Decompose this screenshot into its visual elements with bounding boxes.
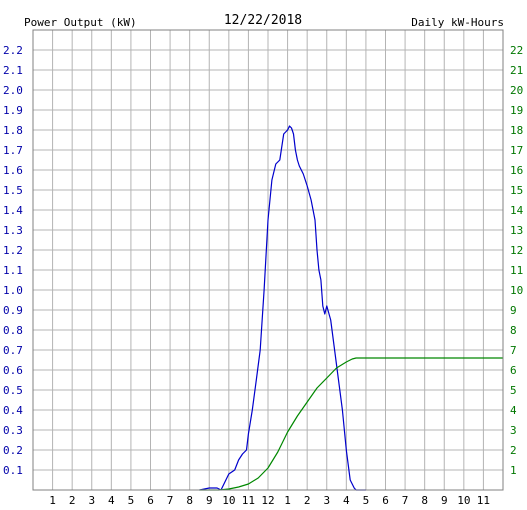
left-tick-label: 2.0 [3, 84, 23, 97]
right-tick-label: 20 [510, 84, 523, 97]
x-tick-label: 2 [304, 494, 311, 507]
x-tick-label: 2 [69, 494, 76, 507]
right-tick-label: 17 [510, 144, 523, 157]
left-tick-label: 1.4 [3, 204, 23, 217]
left-tick-label: 1.2 [3, 244, 23, 257]
x-tick-label: 12 [261, 494, 274, 507]
right-tick-label: 11 [510, 264, 523, 277]
x-tick-label: 10 [457, 494, 470, 507]
left-tick-label: 0.9 [3, 304, 23, 317]
left-tick-label: 1.5 [3, 184, 23, 197]
right-tick-label: 21 [510, 64, 523, 77]
x-tick-label: 6 [382, 494, 389, 507]
x-tick-label: 9 [206, 494, 213, 507]
right-tick-label: 18 [510, 124, 523, 137]
right-tick-label: 16 [510, 164, 523, 177]
right-tick-label: 19 [510, 104, 523, 117]
right-tick-label: 2 [510, 444, 517, 457]
x-axis-ticks: 1 2 3 4 5 6 7 8 9 10 11 12 1 2 3 4 5 6 7 8 9 10 11 [49, 494, 490, 507]
right-tick-label: 12 [510, 244, 523, 257]
x-tick-label: 9 [441, 494, 448, 507]
chart-title: 12/22/2018 [224, 13, 302, 28]
right-tick-label: 1 [510, 464, 517, 477]
power-output-line [199, 125, 366, 491]
right-axis-label: Daily kW-Hours [411, 16, 504, 29]
daily-kwh-line [199, 357, 503, 491]
left-tick-label: 1.0 [3, 284, 23, 297]
right-tick-label: 22 [510, 44, 523, 57]
right-tick-label: 3 [510, 424, 517, 437]
left-tick-label: 0.8 [3, 324, 23, 337]
right-tick-label: 15 [510, 184, 523, 197]
x-tick-label: 4 [108, 494, 115, 507]
right-tick-label: 9 [510, 304, 517, 317]
left-tick-label: 2.1 [3, 64, 23, 77]
plot-frame [32, 29, 504, 491]
right-tick-label: 8 [510, 324, 517, 337]
series-lines [199, 125, 503, 491]
x-tick-label: 6 [147, 494, 154, 507]
x-tick-label: 5 [128, 494, 135, 507]
right-tick-label: 14 [510, 204, 524, 217]
left-tick-label: 1.7 [3, 144, 23, 157]
x-tick-label: 8 [421, 494, 428, 507]
left-tick-label: 0.3 [3, 424, 23, 437]
x-tick-label: 8 [186, 494, 193, 507]
x-tick-label: 3 [88, 494, 95, 507]
left-axis-ticks: 0.1 0.2 0.3 0.4 0.5 0.6 0.7 0.8 0.9 1.0 1.1 1.2 1.3 1… [3, 44, 23, 477]
left-tick-label: 0.2 [3, 444, 23, 457]
right-tick-label: 13 [510, 224, 523, 237]
right-tick-label: 7 [510, 344, 517, 357]
x-tick-label: 7 [402, 494, 409, 507]
left-tick-label: 0.6 [3, 364, 23, 377]
left-tick-label: 2.2 [3, 44, 23, 57]
left-tick-label: 1.1 [3, 264, 23, 277]
x-tick-label: 11 [242, 494, 255, 507]
x-tick-label: 10 [222, 494, 235, 507]
left-tick-label: 1.8 [3, 124, 23, 137]
x-tick-label: 7 [167, 494, 174, 507]
x-tick-label: 4 [343, 494, 350, 507]
x-tick-label: 11 [477, 494, 490, 507]
right-tick-label: 6 [510, 364, 517, 377]
right-tick-label: 4 [510, 404, 517, 417]
left-tick-label: 0.5 [3, 384, 23, 397]
right-tick-label: 10 [510, 284, 523, 297]
left-tick-label: 1.3 [3, 224, 23, 237]
x-tick-label: 3 [323, 494, 330, 507]
x-tick-label: 1 [49, 494, 56, 507]
right-tick-label: 5 [510, 384, 517, 397]
left-tick-label: 0.1 [3, 464, 23, 477]
left-tick-label: 1.9 [3, 104, 23, 117]
x-tick-label: 5 [363, 494, 370, 507]
left-tick-label: 0.4 [3, 404, 23, 417]
grid [33, 30, 503, 490]
x-tick-label: 1 [284, 494, 291, 507]
left-tick-label: 1.6 [3, 164, 23, 177]
left-axis-label: Power Output (kW) [24, 16, 137, 29]
left-tick-label: 0.7 [3, 344, 23, 357]
